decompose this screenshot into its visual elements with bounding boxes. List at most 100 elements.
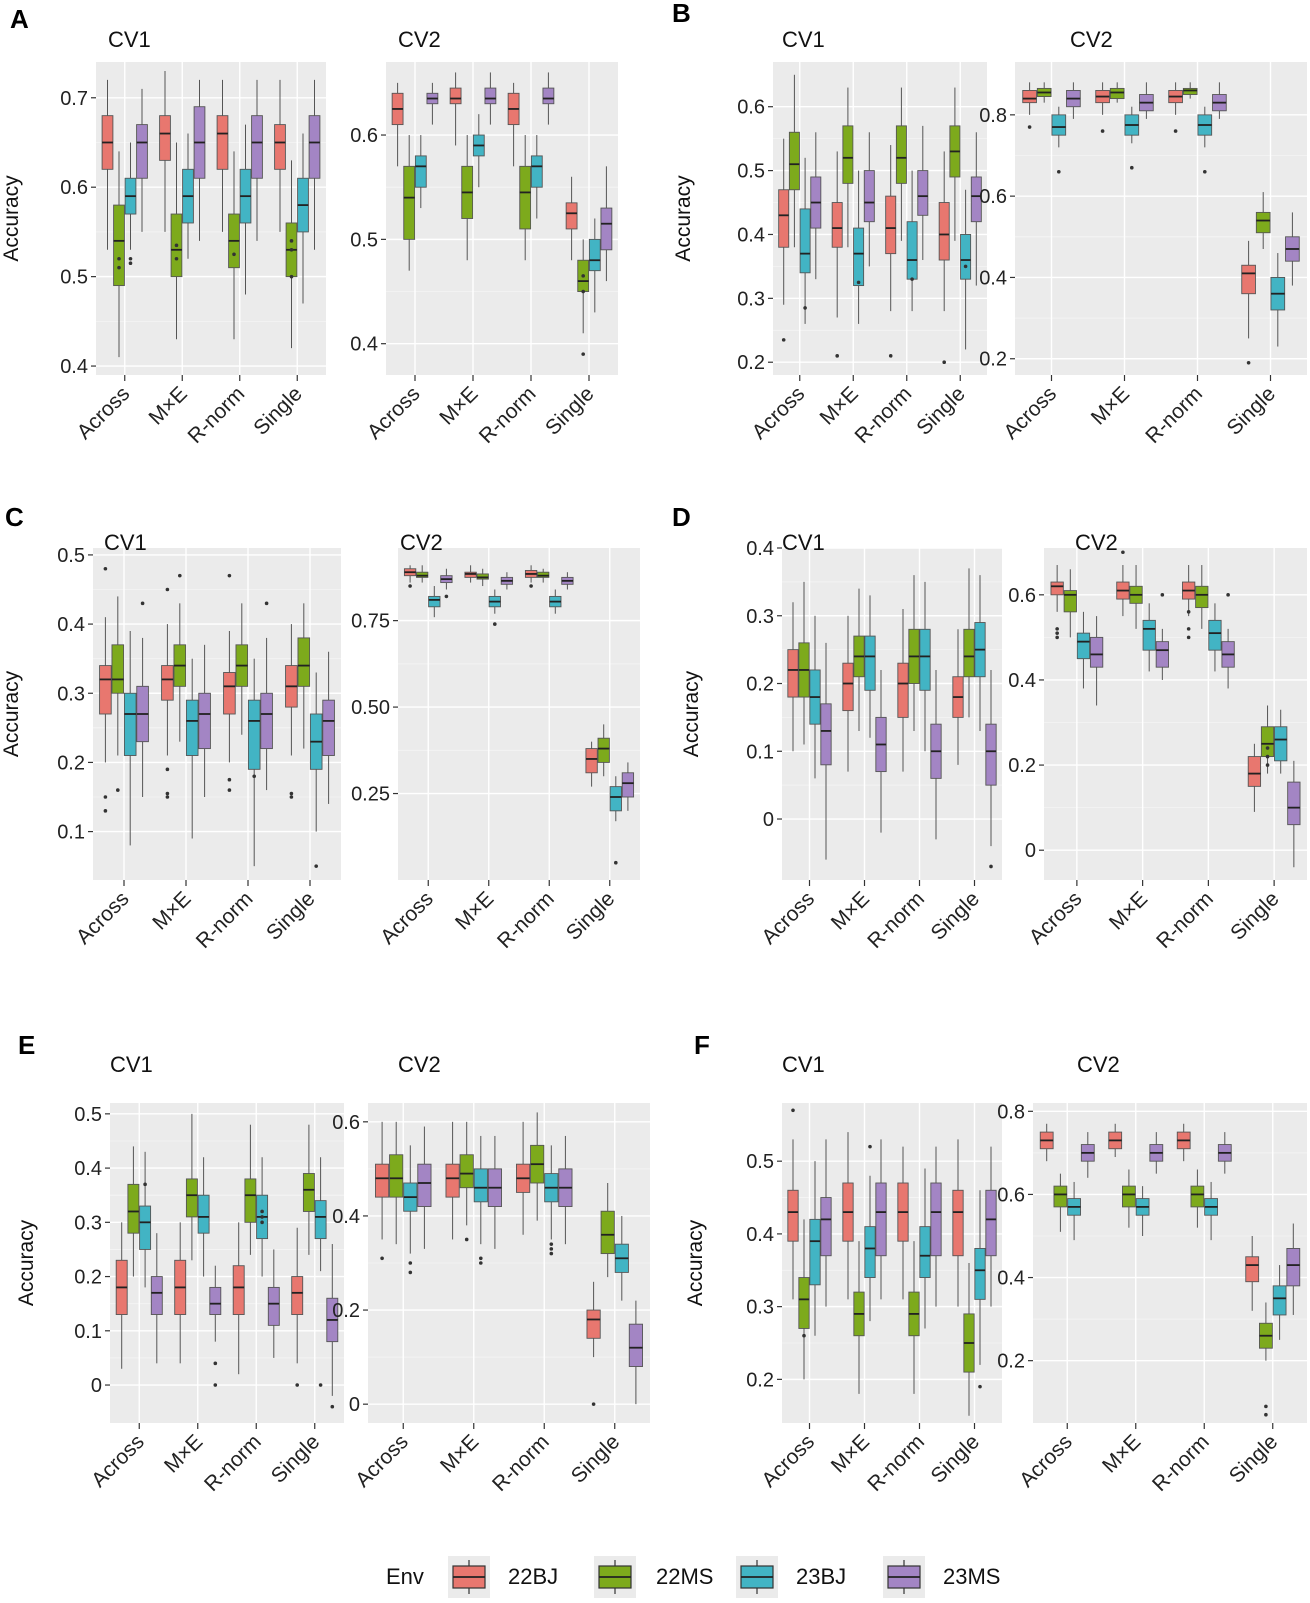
box-23MS — [985, 1146, 997, 1307]
box-22MS — [302, 1124, 315, 1255]
box-22MS — [1122, 1169, 1136, 1228]
box-22BJ — [1108, 1123, 1123, 1158]
x-tick-label: Across — [73, 382, 135, 444]
box — [274, 124, 286, 170]
outlier-point — [103, 795, 108, 799]
y-tick-label: 0.8 — [979, 105, 1007, 127]
outlier-point — [803, 306, 807, 310]
box — [798, 1277, 810, 1329]
box-22MS — [577, 239, 590, 356]
box — [863, 170, 875, 223]
box — [260, 692, 273, 750]
box — [885, 195, 897, 255]
box — [565, 202, 578, 230]
chart-panel-4: 0.2 0.4 0.6 0.8 Across M×E R-norm Single CV2 — [979, 27, 1307, 448]
box-22BJ — [445, 1121, 460, 1240]
plot-background — [1033, 1103, 1307, 1423]
x-tick-label: R-norm — [1152, 887, 1218, 953]
y-tick-label: 0.3 — [57, 683, 85, 705]
box-22BJ — [274, 79, 286, 232]
chart-panel-9: 0 0.1 0.2 0.3 0.4 0.5 Across M×ER-norm Single CV1… — [15, 1030, 344, 1496]
box — [919, 1226, 931, 1278]
plot-title: CV1 — [782, 530, 825, 555]
box — [1142, 619, 1156, 651]
outlier-point — [549, 1251, 554, 1256]
x-tick-label: Single — [1225, 1430, 1283, 1488]
box-22MS — [963, 1263, 975, 1416]
box — [1190, 1185, 1205, 1208]
x-tick-label: Across — [1025, 887, 1087, 949]
box-23BJ — [182, 133, 194, 259]
y-tick-label: 0.5 — [60, 267, 88, 289]
y-tick-label: 0.4 — [997, 1268, 1025, 1290]
legend-key-22MS — [594, 1556, 636, 1598]
box — [389, 1154, 404, 1198]
box — [609, 786, 622, 812]
y-tick-label: 0.4 — [74, 1158, 102, 1180]
box-22BJ — [232, 1222, 245, 1375]
legend-key-23BJ — [736, 1556, 778, 1598]
box-22BJ — [174, 1222, 187, 1364]
x-tick-label: Across — [351, 1430, 413, 1492]
y-tick-label: 0.4 — [746, 1224, 774, 1246]
x-tick-label: M×E — [1087, 382, 1134, 429]
box-22MS — [853, 1241, 865, 1394]
box-22BJ — [464, 565, 477, 583]
box — [787, 649, 799, 698]
box-23MS — [1139, 82, 1154, 119]
box-23MS — [1155, 593, 1169, 680]
box — [244, 1178, 257, 1223]
box-22MS — [111, 596, 125, 792]
box-23BJ — [614, 1215, 629, 1301]
box-22BJ — [101, 79, 114, 250]
outlier-point — [910, 277, 914, 281]
box — [308, 115, 321, 179]
outlier-point — [165, 767, 170, 772]
box — [530, 155, 543, 188]
x-tick-label: M×E — [1098, 1430, 1145, 1477]
outlier-point — [117, 265, 121, 270]
box — [322, 699, 335, 756]
outlier-point — [1173, 129, 1178, 133]
box-22MS — [416, 565, 429, 583]
x-tick-label: Across — [757, 887, 819, 949]
y-tick-label: 0.4 — [746, 538, 774, 560]
box-23BJ — [809, 615, 821, 779]
plot-title: CV1 — [110, 1052, 153, 1077]
box-23MS — [970, 132, 982, 286]
box-23BJ — [473, 1135, 488, 1265]
plot-title: CV1 — [782, 1052, 825, 1077]
box-22BJ — [585, 741, 598, 787]
box-23BJ — [1204, 1181, 1218, 1241]
box-23MS — [628, 1300, 643, 1405]
outlier-point — [260, 1220, 264, 1225]
box-23MS — [136, 88, 148, 232]
box — [963, 628, 975, 678]
box — [853, 227, 865, 287]
box — [621, 772, 635, 798]
box-23BJ — [309, 672, 323, 868]
box-22BJ — [938, 151, 950, 365]
box — [778, 189, 790, 248]
box-22BJ — [99, 566, 112, 813]
x-tick-label: M×E — [145, 382, 192, 429]
box-23MS — [561, 572, 574, 590]
box-22MS — [519, 135, 532, 261]
box-23BJ — [123, 631, 137, 846]
box-23MS — [440, 568, 453, 599]
box — [600, 207, 613, 251]
chart-panel-2: 0.4 0.5 0.6 Across M×ER-norm Single CV2 — [350, 27, 618, 448]
box-23MS — [1212, 82, 1227, 119]
x-tick-label: M×E — [436, 1430, 483, 1477]
box-23MS — [417, 1126, 432, 1249]
box-23MS — [875, 669, 887, 833]
box — [185, 1178, 198, 1218]
box-23MS — [326, 1244, 339, 1409]
box-22MS — [963, 568, 975, 718]
box — [787, 1189, 799, 1242]
box — [519, 165, 532, 230]
box-23MS — [1066, 82, 1081, 119]
outlier-point — [1057, 169, 1061, 174]
box-22BJ — [1176, 1123, 1191, 1162]
